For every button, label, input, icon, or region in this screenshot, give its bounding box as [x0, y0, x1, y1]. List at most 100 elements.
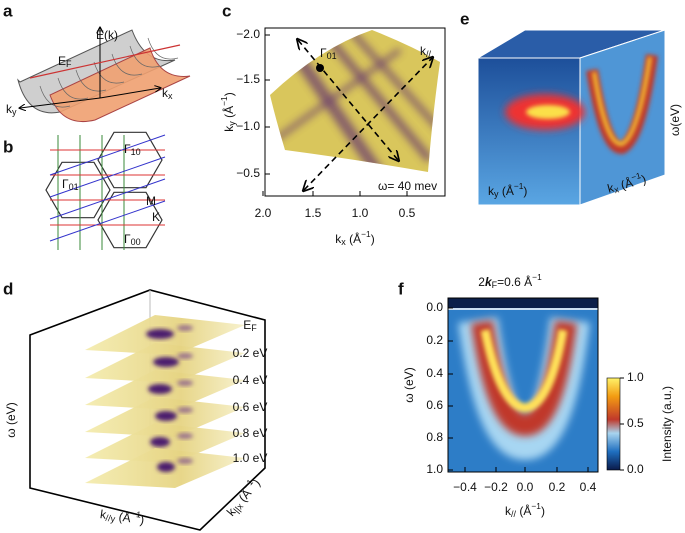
ky-axis-label-part: )	[139, 513, 145, 527]
spectral-spot	[177, 325, 193, 331]
spectrum	[448, 298, 598, 472]
gamma-01-part: 01	[327, 51, 337, 61]
gamma-01-part: Γ	[62, 177, 69, 191]
y-tick-label: 0.2	[426, 333, 443, 347]
y-tick-label: 0.0	[426, 300, 443, 314]
panel-label: f	[398, 279, 404, 298]
kx-axis	[99, 88, 160, 99]
panel-title-part: =0.6 Å	[497, 274, 532, 289]
y-axis-label-part: (Å	[221, 106, 236, 121]
panel-label: a	[3, 1, 13, 20]
spectral-spot	[177, 353, 193, 359]
kx-label-part: k	[162, 86, 169, 100]
slice-label-part: E	[243, 318, 251, 332]
slice-label: 0.4 eV	[233, 373, 268, 387]
fermi-label-part: E	[58, 54, 66, 68]
blue-line	[49, 178, 166, 220]
panel-title-part: F	[492, 280, 498, 290]
x-axis-label-part: k	[335, 232, 342, 246]
energy-axis-label: ω(eV)	[668, 104, 682, 136]
ky-axis-label: ky (Å−1)	[488, 181, 527, 198]
y-tick-label: −2.0	[236, 27, 260, 41]
k-parallel: k//	[420, 44, 432, 58]
m-point: M	[146, 194, 156, 208]
spectral-spot	[148, 384, 172, 394]
fermi-label-part: F	[66, 59, 72, 69]
colorbar-tick-label: 1.0	[627, 370, 644, 384]
spectral-core	[526, 105, 570, 119]
panel-title-part: −1	[532, 272, 542, 282]
spectral-spot	[177, 458, 193, 464]
y-tick-label: −1.5	[236, 72, 260, 86]
ky-label-part: k	[6, 102, 13, 116]
x-axis-label-part: //	[511, 509, 517, 519]
y-tick-label: 0.8	[426, 430, 443, 444]
ky-axis	[20, 97, 101, 108]
blue-line	[49, 156, 166, 198]
ky-axis-label-part: )	[523, 184, 527, 198]
spectral-spot	[150, 437, 170, 447]
slice-label: 0.2 eV	[233, 346, 268, 360]
gamma-00-part: Γ	[124, 232, 131, 246]
kx-axis-label-part: x	[613, 184, 620, 195]
fermi-line	[29, 44, 181, 79]
gamma-01: Γ01	[62, 177, 79, 191]
x-tick-label: 1.0	[352, 206, 369, 220]
x-tick-label: 0.0	[517, 480, 534, 494]
kx-axis-label-part: )	[640, 172, 647, 187]
spectral-spot	[155, 411, 177, 421]
y-axis-label-part: k	[222, 125, 236, 132]
spectral-spot	[146, 329, 174, 339]
spectral-spot	[177, 433, 193, 439]
gamma-01-part: 01	[69, 182, 79, 192]
ky-label: ky	[6, 102, 17, 116]
orange-band	[49, 47, 191, 122]
spectral-spot	[153, 357, 179, 367]
gamma-10: Γ10	[124, 142, 141, 156]
brillouin-zone	[97, 191, 163, 249]
dispersion-red	[471, 320, 577, 437]
x-tick-label: 0.2	[549, 480, 566, 494]
panel-label: e	[460, 9, 469, 28]
energy-note: ω= 40 mev	[378, 179, 437, 193]
k-parallel-part: k	[420, 44, 427, 58]
x-tick-label: 1.5	[305, 206, 322, 220]
kx-label: kx	[162, 86, 173, 100]
x-tick-label: 0.4	[580, 480, 597, 494]
gamma-10-part: 10	[131, 147, 141, 157]
slice-label: EF	[243, 318, 257, 332]
y-axis-label-part: −1	[219, 96, 229, 106]
x-tick-label: 2.0	[255, 206, 272, 220]
y-axis-label: ky (Å−1)	[219, 92, 236, 131]
x-tick-label: −0.4	[453, 480, 477, 494]
y-axis-label-part: y	[227, 121, 237, 126]
gamma-00-part: 00	[131, 237, 141, 247]
kx-axis-label-part: −1	[630, 170, 642, 182]
x-axis-label-part: (Å	[346, 231, 361, 246]
kx-axis-label-part: k	[606, 181, 616, 196]
frame	[447, 297, 599, 473]
x-axis-label-part: k	[505, 504, 512, 518]
brillouin-zone	[45, 161, 111, 219]
colorbar-tick-label: 0.0	[627, 462, 644, 476]
panel-label: c	[222, 1, 231, 20]
x-axis-label-part: x	[341, 237, 346, 247]
slice-label-part: F	[251, 323, 257, 333]
ky-axis-label-part: k	[99, 507, 108, 522]
ky-axis-label-part: y	[494, 189, 499, 199]
ky-axis-label-part: −1	[131, 509, 142, 520]
above-ef	[448, 298, 598, 308]
panel-title-part: 2	[478, 275, 485, 289]
grid-curve	[57, 77, 89, 100]
grid-curve	[93, 61, 125, 84]
x-axis-label-part: )	[371, 232, 375, 246]
spectral-spot	[177, 407, 193, 413]
dispersion-core	[480, 329, 568, 413]
y-tick-label: 1.0	[426, 462, 443, 476]
gamma-01-part: Γ	[320, 46, 327, 60]
ky-axis-label-part: −1	[514, 181, 524, 191]
blue-line	[49, 200, 166, 242]
kx-axis-label-part: (Å	[616, 175, 635, 193]
k-parallel-part: //	[426, 49, 432, 59]
energy-axis-label: E(k)	[96, 28, 118, 42]
